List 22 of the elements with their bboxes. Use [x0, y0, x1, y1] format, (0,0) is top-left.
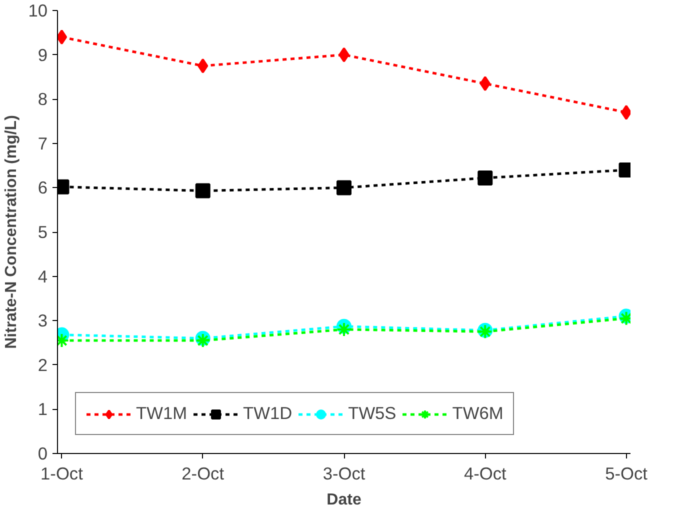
- legend-label: TW1D: [243, 403, 292, 424]
- y-tick-label: 8: [38, 89, 48, 110]
- y-tick-label: 3: [38, 310, 48, 331]
- x-tick-label: 5-Oct: [605, 464, 648, 484]
- x-axis-title: Date: [326, 492, 362, 508]
- x-tick-label: 3-Oct: [322, 464, 366, 484]
- x-tick-label: 2-Oct: [182, 464, 224, 484]
- y-tick-label: 9: [38, 44, 48, 65]
- y-tick-label: 10: [28, 0, 48, 20]
- legend-label: TW6M: [452, 403, 504, 424]
- legend-label: TW5S: [348, 403, 396, 424]
- y-tick-label: 4: [38, 266, 48, 286]
- x-tick-label: 4-Oct: [464, 464, 506, 484]
- y-tick-label: 6: [38, 178, 48, 198]
- y-tick-label: 5: [38, 222, 48, 242]
- y-axis-title: Nitrate-N Concentration (mg/L): [3, 115, 20, 349]
- x-tick-label: 1-Oct: [40, 464, 84, 484]
- legend-label: TW1M: [136, 403, 188, 424]
- y-tick-label: 2: [38, 354, 48, 375]
- y-tick-label: 7: [38, 133, 48, 154]
- y-tick-label: 1: [38, 399, 48, 420]
- y-tick-label: 0: [38, 444, 48, 464]
